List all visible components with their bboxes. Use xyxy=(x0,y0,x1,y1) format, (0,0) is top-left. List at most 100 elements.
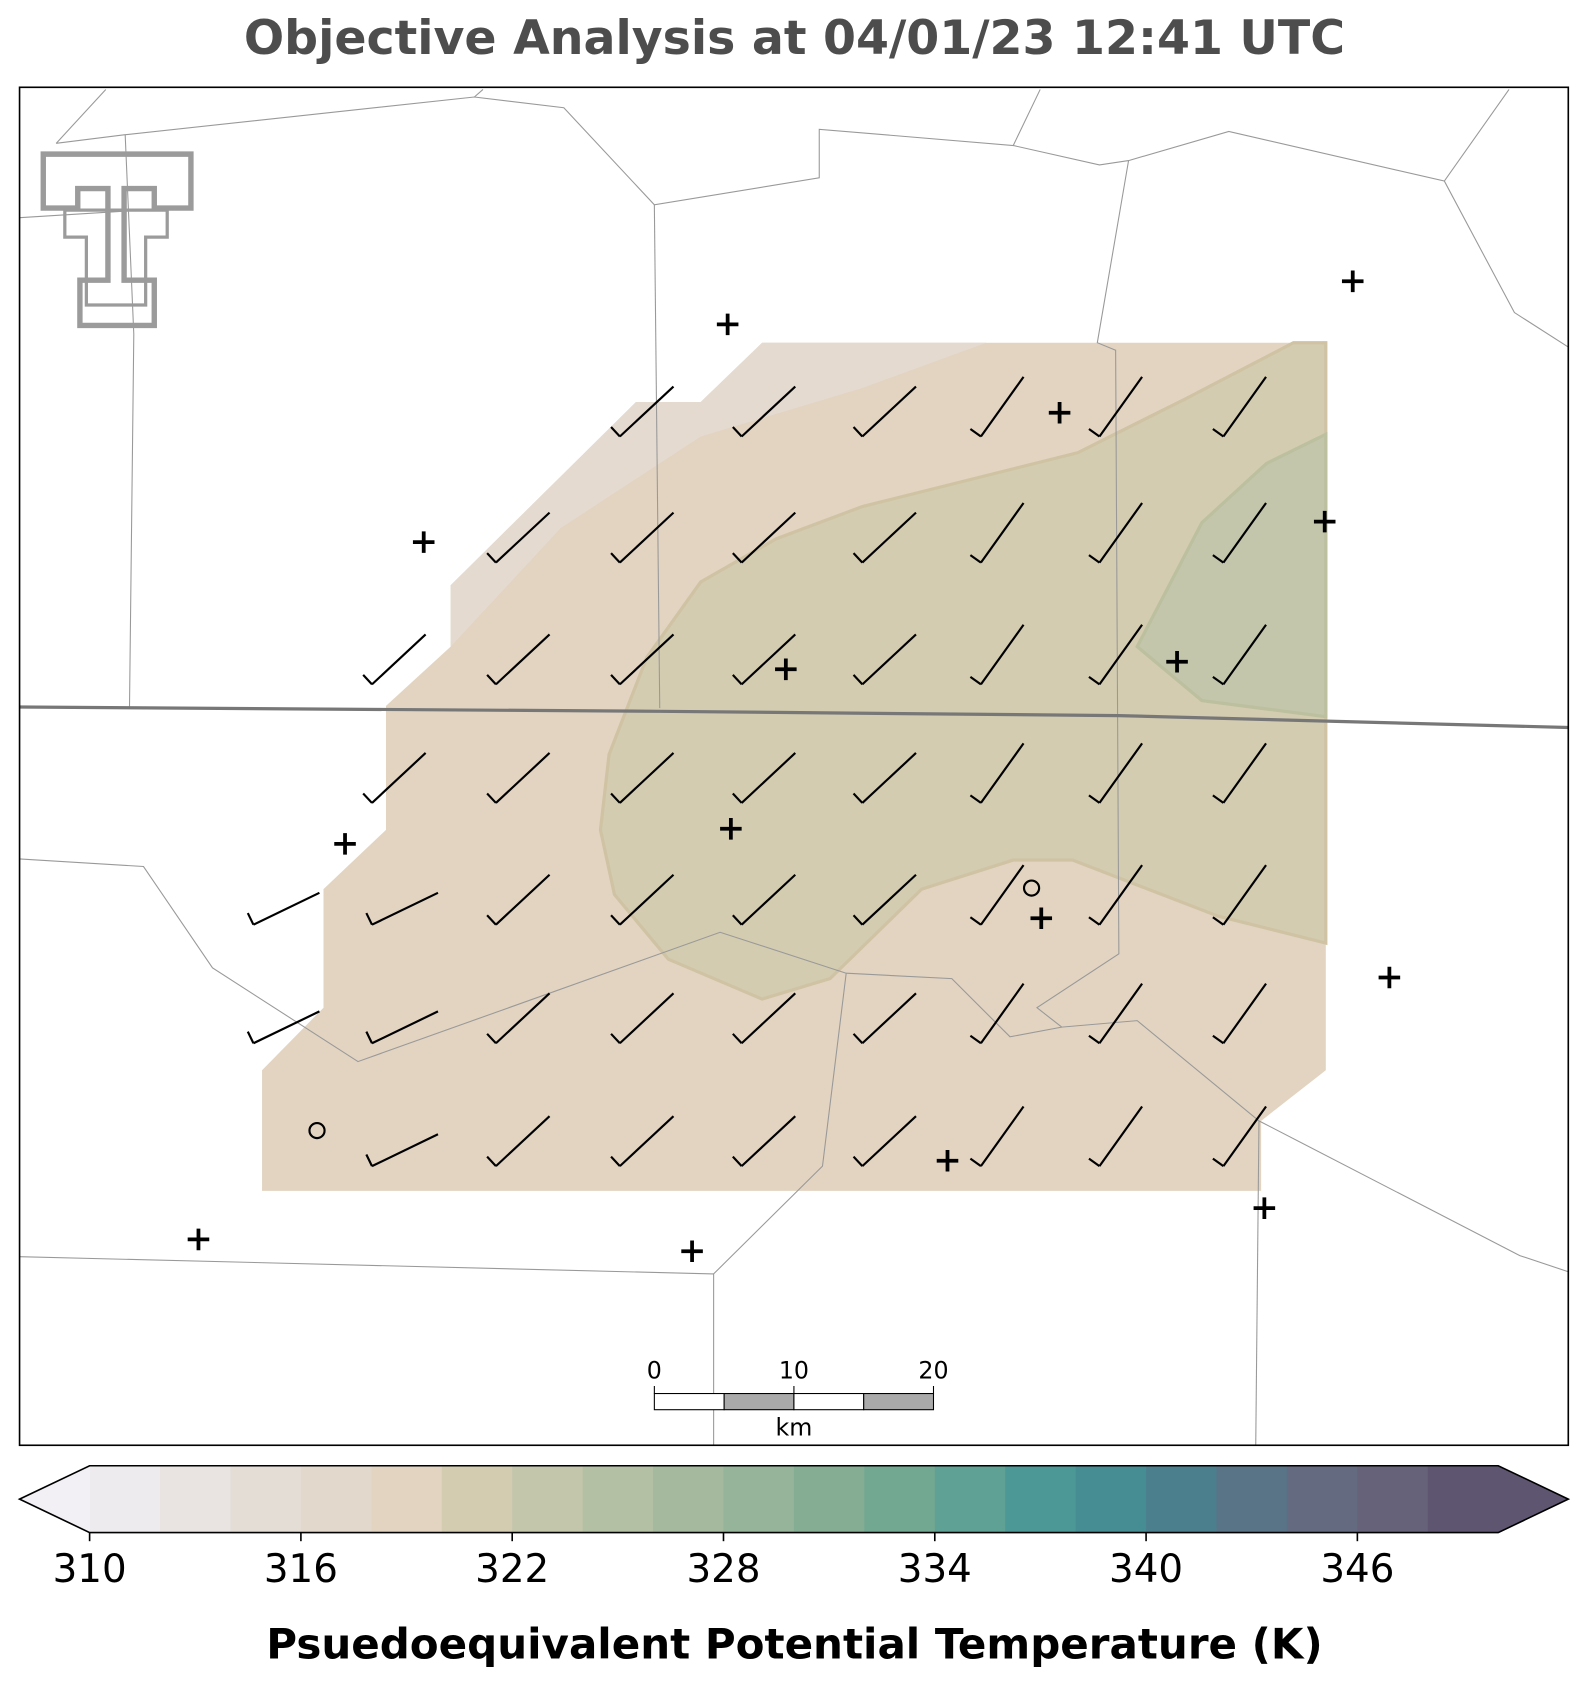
wind-barb-flag xyxy=(969,1157,982,1168)
wind-barb-flag xyxy=(852,552,864,564)
wind-barb-flag xyxy=(362,674,373,686)
wind-barb-flag xyxy=(1212,1157,1225,1168)
wind-barb-staff xyxy=(861,752,917,804)
wind-barb-flag xyxy=(610,914,621,926)
wind-barb-staff xyxy=(495,873,551,926)
station-plus xyxy=(1166,650,1188,673)
station-plus xyxy=(1341,270,1364,293)
wind-barb-staff xyxy=(371,1010,439,1045)
wind-barb-flag xyxy=(486,674,497,686)
station-plus xyxy=(1030,907,1053,930)
colorbar-tick-label: 316 xyxy=(264,1547,338,1592)
colorbar-box xyxy=(441,1465,513,1533)
wind-barb-flag xyxy=(732,792,743,804)
wind-barb-flag xyxy=(1088,1157,1101,1168)
colorbar-box xyxy=(1005,1465,1077,1533)
wind-barb-staff xyxy=(980,502,1025,564)
wind-barb-staff xyxy=(861,633,917,686)
wind-barb-flag xyxy=(969,554,982,564)
wind-barb-staff xyxy=(861,1115,917,1167)
colorbar-box xyxy=(653,1465,725,1533)
wind-barbs xyxy=(246,376,1267,1168)
wind-barb-flag xyxy=(610,552,621,564)
wind-barb-staff xyxy=(1098,864,1143,926)
wind-barb-staff xyxy=(740,511,797,564)
wind-barb-staff xyxy=(1098,376,1143,438)
colorbar-box xyxy=(793,1465,865,1533)
colorbar-tick-label: 346 xyxy=(1320,1547,1394,1592)
scale-bar-unit: km xyxy=(776,1414,813,1442)
wind-barb-staff xyxy=(495,1115,551,1167)
wind-barb-flag xyxy=(969,794,982,804)
wind-barb-staff xyxy=(1098,502,1143,564)
wind-barb-flag xyxy=(246,912,255,926)
wind-barb-flag xyxy=(1212,1034,1225,1045)
colorbar-box xyxy=(582,1465,654,1533)
scale-bar-label: 10 xyxy=(779,1356,809,1384)
wind-barb-flag xyxy=(486,552,497,564)
wind-barb-flag xyxy=(1212,916,1225,926)
colorbar-box xyxy=(512,1465,584,1533)
contour-fill xyxy=(598,341,1328,1001)
colorbar-tick-label: 322 xyxy=(475,1547,549,1592)
wind-barb-staff xyxy=(1222,1105,1267,1167)
wind-barb-staff xyxy=(1222,376,1267,438)
wind-barb-flag xyxy=(1088,428,1101,438)
wind-barb-staff xyxy=(619,873,675,926)
wind-barb-flag xyxy=(1088,1034,1101,1045)
colorbar-box xyxy=(1286,1465,1358,1533)
scale-bar-segment xyxy=(863,1393,935,1411)
wind-barb-flag xyxy=(1212,675,1225,686)
state-line xyxy=(19,705,1569,730)
wind-barb-flag xyxy=(365,912,373,926)
station-plus xyxy=(936,1149,959,1172)
wind-barb-staff xyxy=(371,752,427,804)
wind-barb-flag xyxy=(610,1155,621,1167)
station-plus xyxy=(681,1240,703,1263)
wind-barb-flag xyxy=(486,1033,497,1045)
wind-barb-staff xyxy=(980,624,1025,686)
scale-bar-segment xyxy=(793,1393,865,1411)
wind-barb-staff xyxy=(740,385,797,438)
map xyxy=(18,86,1570,1447)
station-circle xyxy=(308,1121,326,1140)
wind-barb-flag xyxy=(486,792,497,804)
wind-barb-staff xyxy=(1222,742,1267,804)
wind-barb-flag xyxy=(732,914,743,926)
wind-barb-staff xyxy=(861,992,917,1045)
wind-barb-staff xyxy=(495,511,551,564)
wind-barb-flag xyxy=(732,674,743,686)
wind-barb-flag xyxy=(610,674,621,686)
colorbar-tick-label: 334 xyxy=(898,1547,972,1592)
wind-barb-flag xyxy=(852,674,864,686)
wind-barb-flag xyxy=(1088,675,1101,686)
wind-barb-staff xyxy=(619,511,675,564)
wind-barb-staff xyxy=(619,385,675,438)
wind-barb-staff xyxy=(371,1133,439,1168)
colorbar-extend-over xyxy=(1498,1465,1569,1533)
wind-barb-staff xyxy=(252,891,320,926)
wind-barb-staff xyxy=(619,992,675,1045)
colorbar-box xyxy=(723,1465,795,1533)
wind-barb-flag xyxy=(969,675,982,686)
map-frame xyxy=(18,86,1570,1447)
wind-barb-staff xyxy=(1098,983,1143,1044)
wind-barb-flag xyxy=(852,914,864,926)
wind-barb-flag xyxy=(486,1155,497,1167)
colorbar-box xyxy=(864,1465,936,1533)
wind-barb-flag xyxy=(852,792,864,804)
colorbar: 310 316 322 328 334 340 346 xyxy=(17,1464,1571,1592)
contour-fill xyxy=(450,342,987,647)
title: Objective Analysis at 04/01/23 12:41 UTC xyxy=(244,11,1345,66)
wind-barb-staff xyxy=(980,1105,1025,1167)
wind-barb-staff xyxy=(980,983,1025,1044)
colorbar-tick-label: 328 xyxy=(686,1547,760,1592)
colorbar-box xyxy=(300,1465,372,1533)
station-plus xyxy=(1253,1197,1276,1219)
scale-bar: 0 10 20 km xyxy=(647,1356,949,1441)
wind-barb-flag xyxy=(732,1155,743,1167)
colorbar-box xyxy=(1357,1465,1429,1533)
colorbar-box xyxy=(1216,1465,1288,1533)
scale-bar-segment xyxy=(723,1393,795,1411)
